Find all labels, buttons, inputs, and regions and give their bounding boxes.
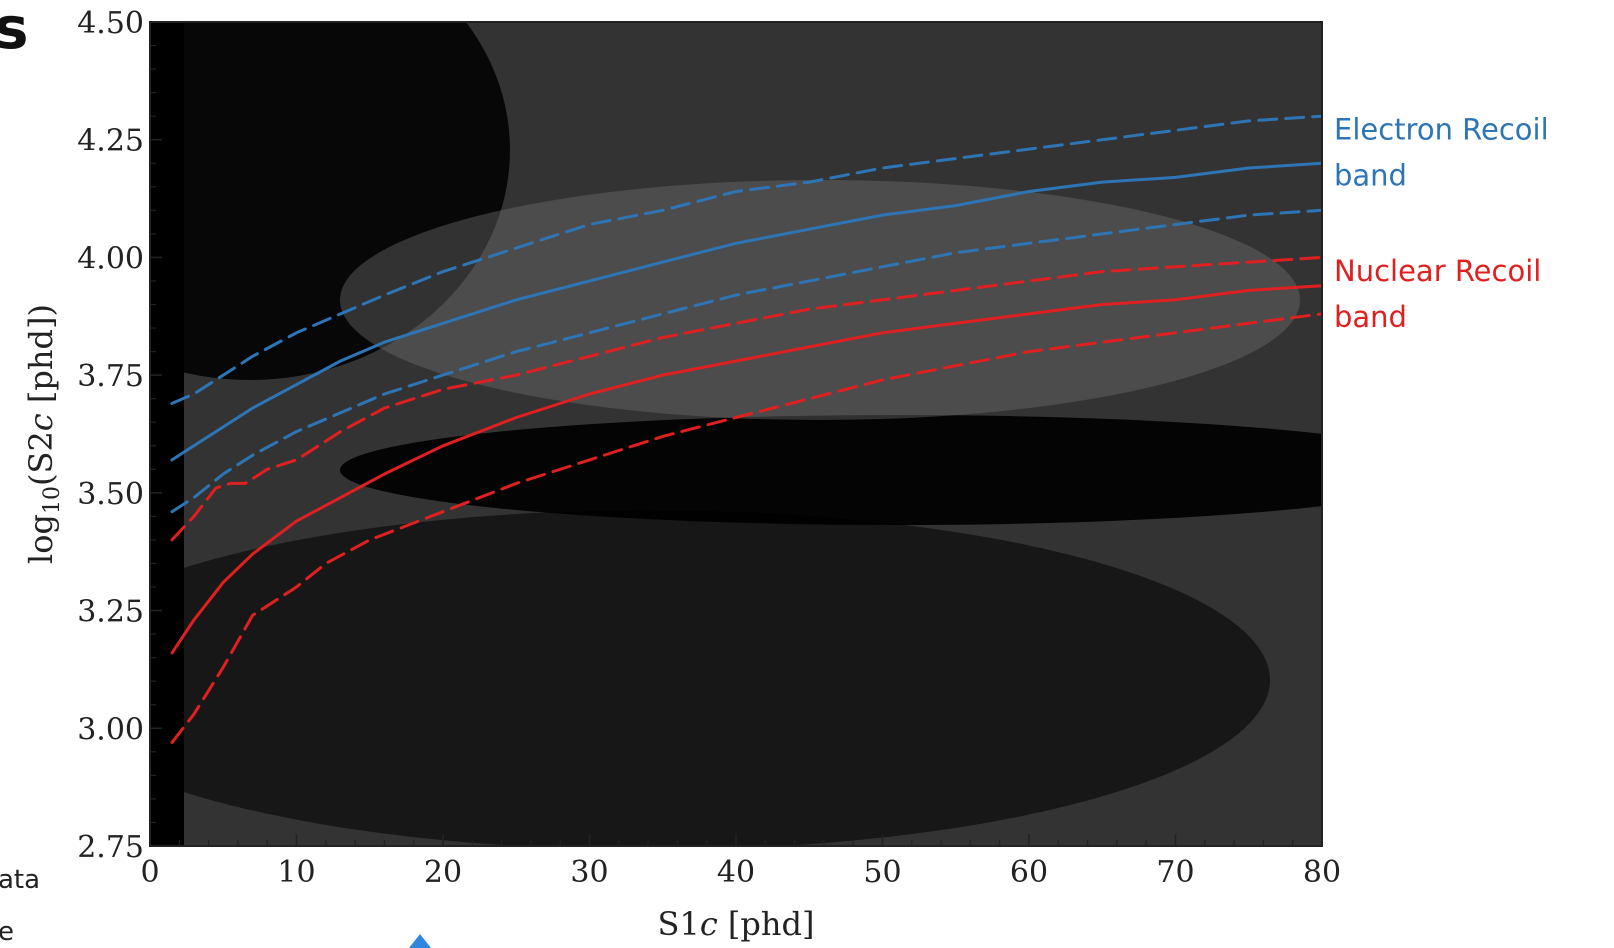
y-axis: 2.75 3.00 3.25 3.50 3.75 4.00 4.25 4.50 bbox=[77, 6, 162, 865]
x-tick-label: 70 bbox=[1156, 855, 1194, 890]
x-tick-label: 50 bbox=[863, 855, 901, 890]
nr-band-label-line1: Nuclear Recoil bbox=[1334, 254, 1541, 288]
y-tick-label: 4.00 bbox=[77, 241, 144, 276]
scatter-density bbox=[150, 22, 1322, 846]
x-tick-label: 60 bbox=[1010, 855, 1048, 890]
x-axis-title: S1c [phd] bbox=[658, 905, 815, 943]
y-tick-label: 3.00 bbox=[77, 712, 144, 747]
nr-band-median-line bbox=[170, 284, 1322, 655]
er-band-label-line2: band bbox=[1334, 159, 1407, 193]
x-tick-label: 80 bbox=[1303, 855, 1341, 890]
slide-note-fragment-2: e bbox=[0, 917, 14, 947]
x-tick-label: 30 bbox=[570, 855, 608, 890]
er-band-lower-line bbox=[170, 208, 1322, 514]
x-axis: 0 10 20 30 40 50 60 70 80 bbox=[140, 834, 1341, 890]
x-tick-label: 0 bbox=[140, 855, 159, 890]
triangle-marker-icon bbox=[409, 934, 431, 948]
y-axis-title: log10(S2c [phd]) bbox=[22, 304, 65, 564]
x-tick-label: 20 bbox=[424, 855, 462, 890]
band-annotations: Electron Recoil band Nuclear Recoil band bbox=[1334, 113, 1549, 334]
slide-title-fragment: s bbox=[0, 0, 29, 62]
x-tick-label: 10 bbox=[277, 855, 315, 890]
y-tick-label: 3.50 bbox=[77, 477, 144, 512]
er-band-label-line1: Electron Recoil bbox=[1334, 113, 1549, 147]
x-tick-label: 40 bbox=[717, 855, 755, 890]
nr-band-label-line2: band bbox=[1334, 300, 1407, 334]
y-tick-label: 4.25 bbox=[77, 124, 144, 159]
y-tick-label: 2.75 bbox=[77, 830, 144, 865]
nr-band-lower-line bbox=[170, 312, 1322, 744]
band-curves bbox=[170, 114, 1322, 744]
er-band-median-line bbox=[170, 161, 1322, 462]
slide-note-fragment-1: ata bbox=[0, 865, 40, 895]
nr-band-upper-line bbox=[170, 255, 1322, 542]
y-tick-label: 3.75 bbox=[77, 359, 144, 394]
scatter-grain-layer bbox=[150, 22, 1322, 846]
er-band-upper-line bbox=[170, 114, 1322, 405]
y-tick-label: 3.25 bbox=[77, 595, 144, 630]
y-tick-label: 4.50 bbox=[77, 6, 144, 41]
